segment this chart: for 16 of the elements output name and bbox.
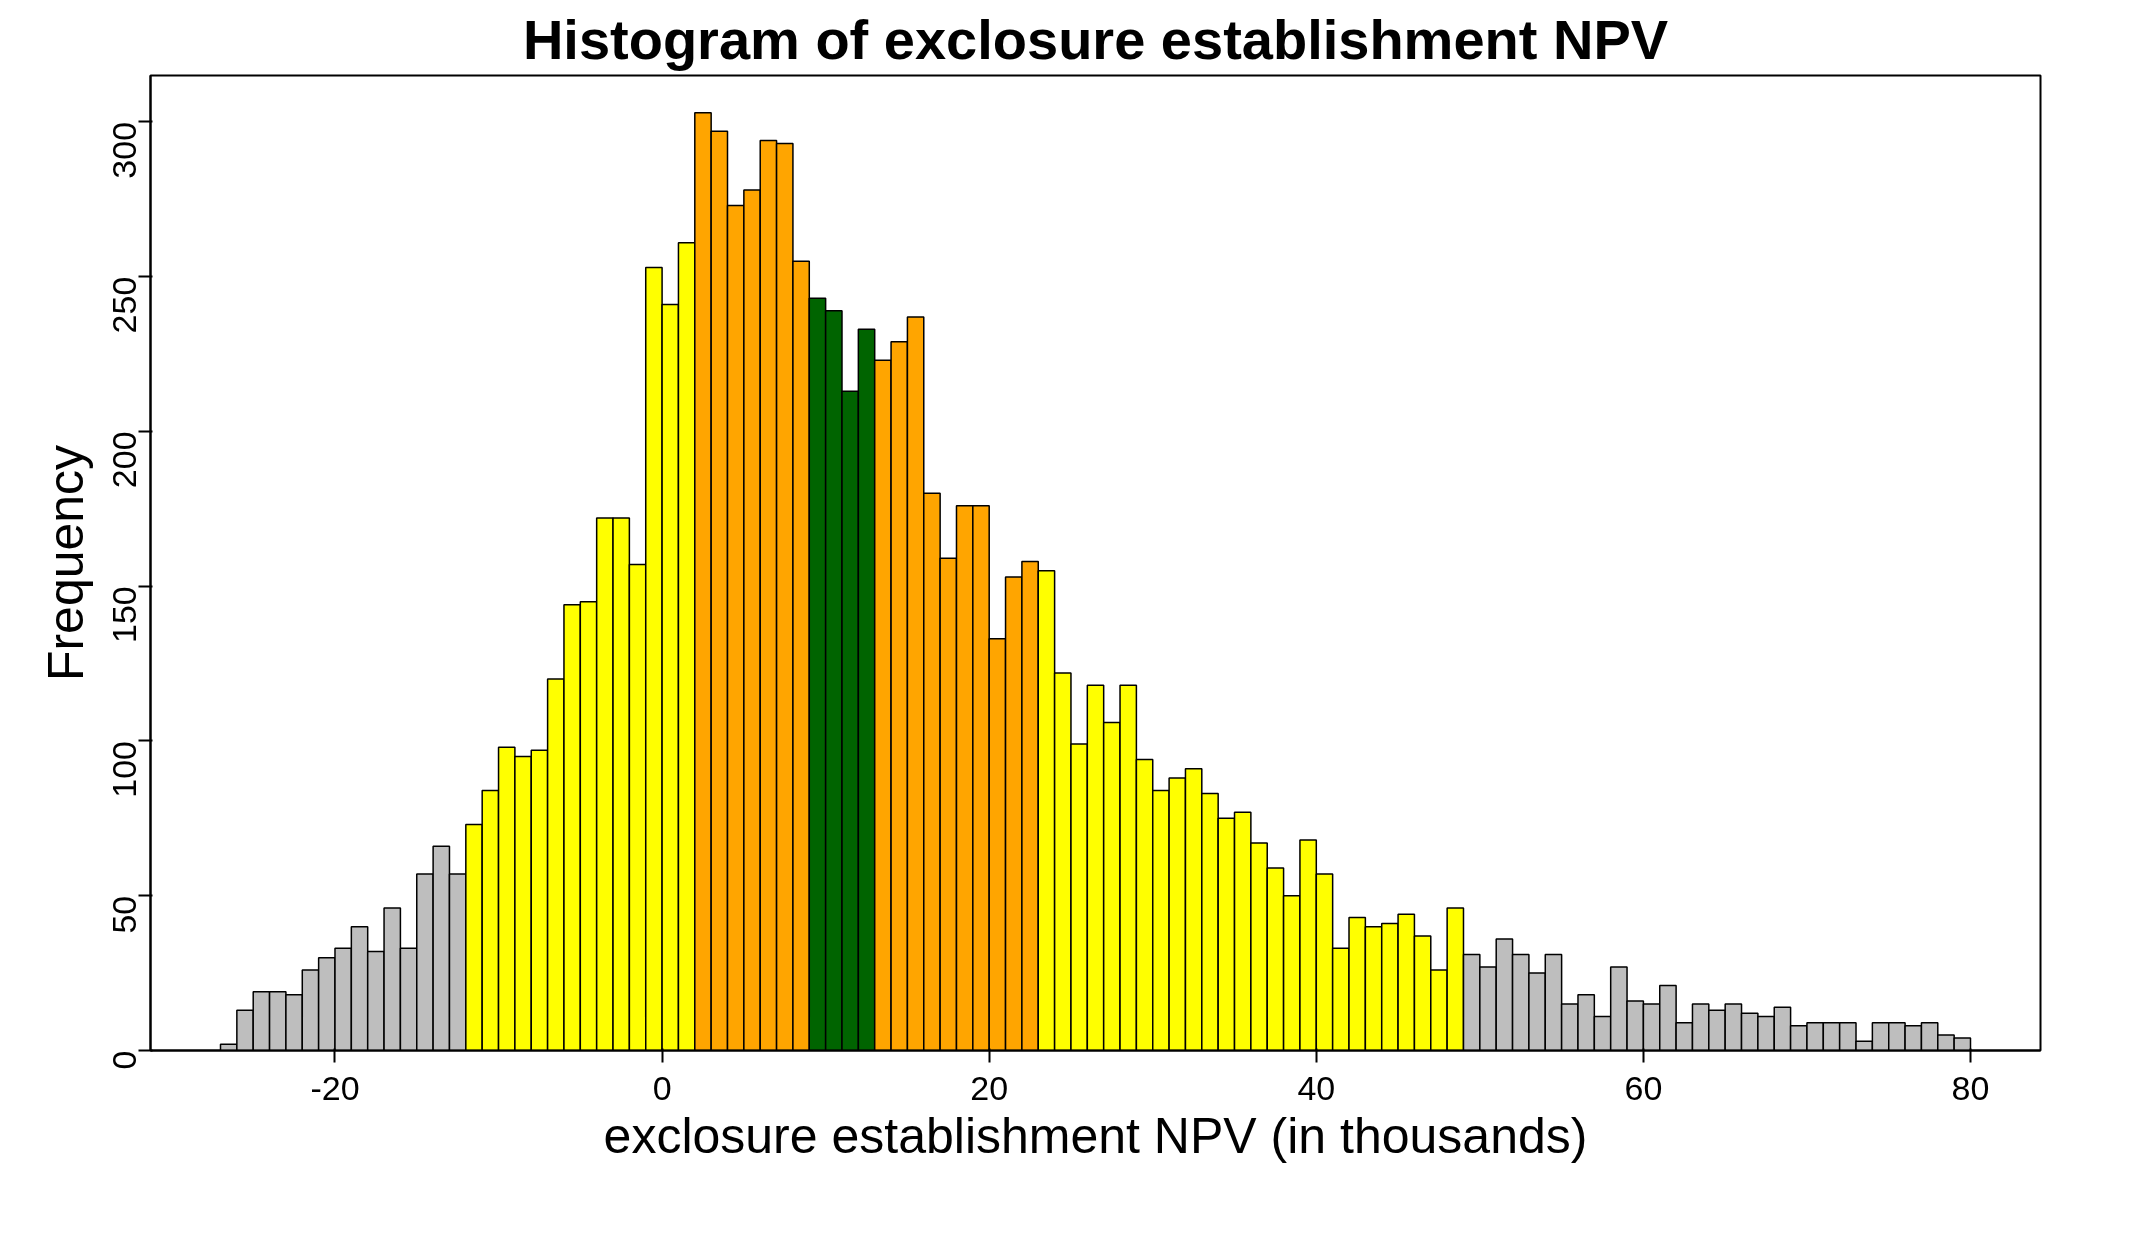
y-tick-label: 300 (105, 121, 143, 179)
y-tick-label: 50 (105, 895, 143, 934)
x-tick-label: 0 (652, 1068, 672, 1107)
y-tick-label: 150 (105, 586, 143, 643)
y-tick-label: 200 (105, 431, 143, 489)
y-tick-label: 100 (105, 740, 143, 798)
x-axis-title: exclosure establishment NPV (in thousands) (603, 1107, 1588, 1164)
x-tick-label: 40 (1297, 1068, 1336, 1107)
x-tick-label: 20 (970, 1068, 1009, 1107)
x-tick-label: 80 (1951, 1068, 1990, 1107)
x-tick-label: -20 (310, 1068, 360, 1107)
x-tick-label: 60 (1624, 1068, 1663, 1107)
y-tick-label: 250 (105, 276, 143, 334)
y-axis-title: Frequency (37, 444, 94, 682)
chart-title: Histogram of exclosure establishment NPV (522, 7, 1669, 71)
y-tick-label: 0 (105, 1050, 143, 1070)
